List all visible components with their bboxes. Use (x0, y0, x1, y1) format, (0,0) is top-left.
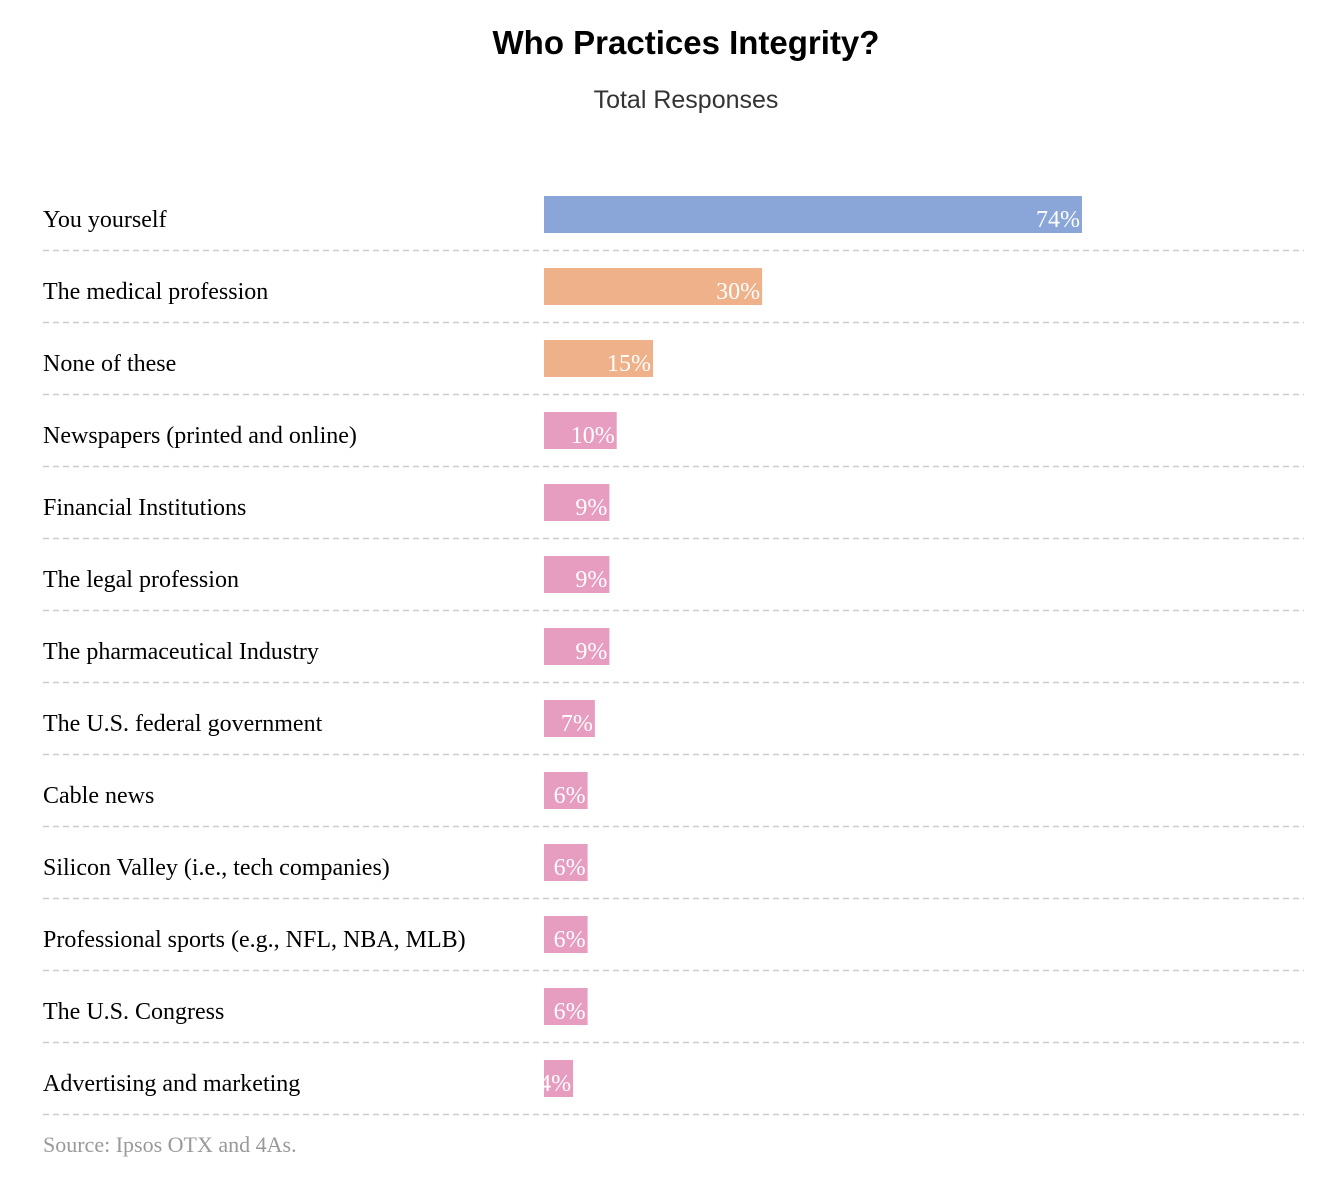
bar-row: The medical profession 30% (43, 268, 1304, 324)
value-label: 6% (554, 927, 586, 953)
bar (544, 772, 588, 809)
bar (544, 484, 610, 521)
bar-row: You yourself 74% (43, 196, 1304, 252)
category-label: None of these (43, 351, 176, 377)
bar (544, 268, 763, 305)
category-label: The legal profession (43, 567, 239, 593)
bar (544, 844, 588, 881)
bar (544, 988, 588, 1025)
chart-title: Who Practices Integrity? (492, 24, 880, 61)
bar-row: Cable news 6% (43, 772, 1304, 828)
value-label: 6% (554, 999, 586, 1025)
value-label: 30% (716, 279, 760, 305)
bar-row: The legal profession 9% (43, 556, 1304, 612)
category-label: Cable news (43, 783, 154, 809)
category-label: Silicon Valley (i.e., tech companies) (43, 855, 390, 881)
bar (544, 700, 595, 737)
chart-subtitle: Total Responses (593, 86, 779, 114)
bar-row: Professional sports (e.g., NFL, NBA, MLB… (43, 916, 1304, 972)
value-label: 6% (554, 855, 586, 881)
bar-row: The U.S. Congress 6% (43, 988, 1304, 1044)
value-label: 9% (575, 567, 607, 593)
bar (544, 340, 654, 377)
category-label: The U.S. federal government (43, 711, 323, 737)
category-label: Newspapers (printed and online) (43, 423, 357, 449)
bar (544, 628, 610, 665)
bar-row: Silicon Valley (i.e., tech companies) 6% (43, 844, 1304, 900)
category-label: The pharmaceutical Industry (43, 639, 319, 665)
value-label: 4% (539, 1071, 571, 1097)
category-label: The U.S. Congress (43, 999, 224, 1025)
bar (544, 556, 610, 593)
bar-row: None of these 15% (43, 340, 1304, 396)
category-label: You yourself (43, 207, 167, 233)
category-label: The medical profession (43, 279, 268, 305)
value-label: 10% (571, 423, 615, 449)
value-label: 9% (575, 495, 607, 521)
bar-row: Financial Institutions 9% (43, 484, 1304, 540)
value-label: 7% (561, 711, 593, 737)
bar (544, 196, 1082, 233)
bar-row: Newspapers (printed and online) 10% (43, 412, 1304, 468)
bar (544, 916, 588, 953)
bar (544, 412, 617, 449)
bar-row: The U.S. federal government 7% (43, 700, 1304, 756)
bar (544, 1060, 574, 1097)
chart-source: Source: Ipsos OTX and 4As. (43, 1132, 297, 1157)
value-label: 6% (554, 783, 586, 809)
value-label: 15% (607, 351, 651, 377)
category-label: Advertising and marketing (43, 1071, 300, 1097)
category-label: Professional sports (e.g., NFL, NBA, MLB… (43, 927, 466, 953)
bar-row: The pharmaceutical Industry 9% (43, 628, 1304, 684)
value-label: 74% (1036, 207, 1080, 233)
bar-row: Advertising and marketing 4% (43, 1060, 1304, 1116)
category-label: Financial Institutions (43, 495, 246, 521)
value-label: 9% (575, 639, 607, 665)
